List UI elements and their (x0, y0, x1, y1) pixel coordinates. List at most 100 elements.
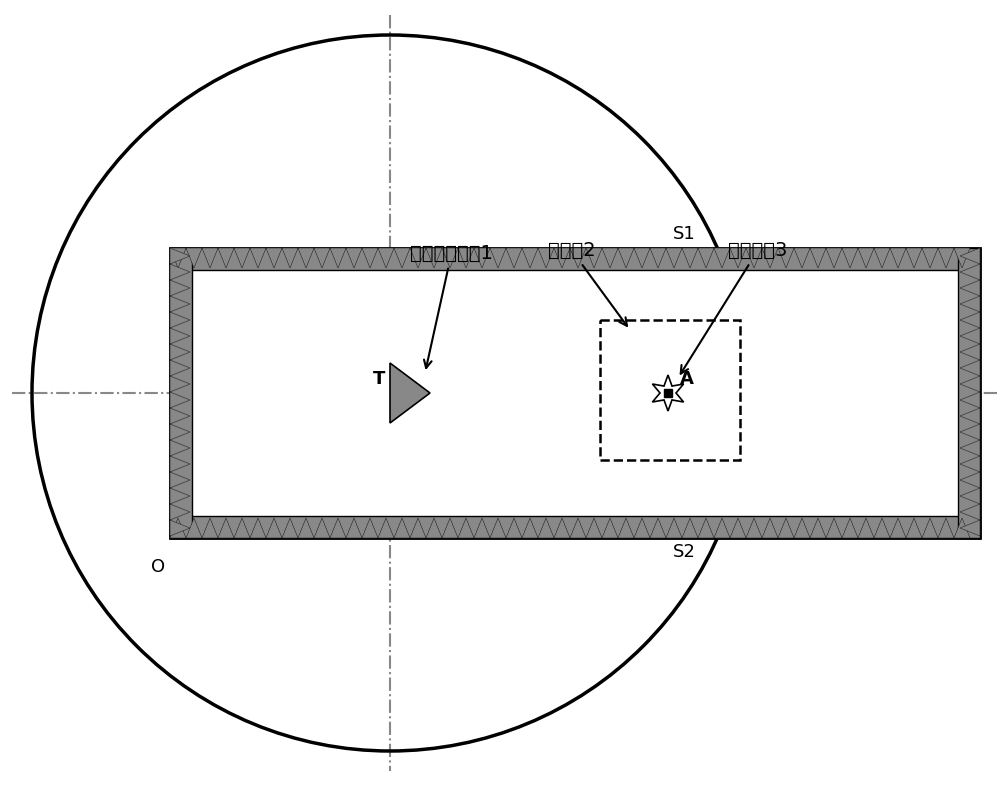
Polygon shape (218, 518, 234, 538)
Polygon shape (586, 518, 602, 538)
Polygon shape (762, 248, 778, 268)
Polygon shape (960, 440, 980, 456)
Polygon shape (652, 375, 684, 411)
Polygon shape (698, 248, 714, 268)
Polygon shape (170, 456, 190, 472)
Polygon shape (474, 248, 490, 268)
Polygon shape (410, 518, 426, 538)
Polygon shape (170, 264, 190, 280)
Polygon shape (570, 248, 586, 268)
Polygon shape (314, 248, 330, 268)
Polygon shape (682, 248, 698, 268)
Polygon shape (730, 518, 746, 538)
Polygon shape (698, 518, 714, 538)
Polygon shape (298, 518, 314, 538)
Polygon shape (170, 488, 190, 504)
Polygon shape (234, 518, 250, 538)
Polygon shape (746, 518, 762, 538)
Polygon shape (714, 248, 730, 268)
Polygon shape (186, 518, 202, 538)
Polygon shape (906, 518, 922, 538)
Polygon shape (858, 248, 874, 268)
Polygon shape (170, 520, 190, 536)
Polygon shape (874, 248, 890, 268)
Polygon shape (890, 248, 906, 268)
Polygon shape (170, 518, 186, 538)
Polygon shape (170, 376, 190, 392)
Polygon shape (506, 248, 522, 268)
Polygon shape (666, 518, 682, 538)
Polygon shape (170, 328, 190, 344)
Polygon shape (554, 518, 570, 538)
Bar (664, 389, 672, 397)
Bar (170, 516, 980, 538)
Bar (170, 248, 192, 538)
Polygon shape (746, 248, 762, 268)
Polygon shape (906, 248, 922, 268)
Bar (170, 248, 980, 538)
Polygon shape (282, 518, 298, 538)
Polygon shape (602, 248, 618, 268)
Polygon shape (170, 392, 190, 408)
Polygon shape (266, 248, 282, 268)
Polygon shape (762, 518, 778, 538)
Polygon shape (858, 518, 874, 538)
Polygon shape (634, 248, 650, 268)
Polygon shape (794, 248, 810, 268)
Text: 待测目标3: 待测目标3 (681, 241, 787, 374)
Polygon shape (960, 504, 980, 520)
Polygon shape (346, 518, 362, 538)
Polygon shape (960, 472, 980, 488)
Polygon shape (960, 424, 980, 440)
Text: S2: S2 (673, 543, 696, 561)
Polygon shape (266, 518, 282, 538)
Polygon shape (186, 248, 202, 268)
Polygon shape (170, 360, 190, 376)
Polygon shape (170, 424, 190, 440)
Polygon shape (426, 518, 442, 538)
Text: A: A (680, 370, 694, 388)
Polygon shape (890, 518, 906, 538)
Polygon shape (650, 248, 666, 268)
Polygon shape (378, 248, 394, 268)
Polygon shape (960, 520, 980, 536)
Polygon shape (170, 248, 190, 264)
Polygon shape (960, 456, 980, 472)
Polygon shape (960, 344, 980, 360)
Polygon shape (330, 518, 346, 538)
Polygon shape (682, 518, 698, 538)
Polygon shape (170, 344, 190, 360)
Polygon shape (922, 518, 938, 538)
Polygon shape (618, 248, 634, 268)
Polygon shape (394, 248, 410, 268)
Polygon shape (538, 518, 554, 538)
Polygon shape (250, 518, 266, 538)
Polygon shape (522, 248, 538, 268)
Polygon shape (960, 264, 980, 280)
Polygon shape (202, 518, 218, 538)
Polygon shape (570, 518, 586, 538)
Polygon shape (490, 248, 506, 268)
Text: 发射接收天线1: 发射接收天线1 (410, 244, 493, 368)
Polygon shape (390, 363, 430, 423)
Polygon shape (960, 376, 980, 392)
Polygon shape (362, 518, 378, 538)
Polygon shape (426, 248, 442, 268)
Polygon shape (458, 518, 474, 538)
Polygon shape (202, 248, 218, 268)
Polygon shape (874, 518, 890, 538)
Text: 测试区2: 测试区2 (548, 241, 627, 326)
Polygon shape (522, 518, 538, 538)
Bar (958, 248, 980, 538)
Polygon shape (602, 518, 618, 538)
Polygon shape (458, 248, 474, 268)
Polygon shape (842, 248, 858, 268)
Polygon shape (666, 248, 682, 268)
Polygon shape (954, 248, 970, 268)
Polygon shape (960, 408, 980, 424)
Polygon shape (474, 518, 490, 538)
Polygon shape (314, 518, 330, 538)
Polygon shape (960, 312, 980, 328)
Polygon shape (922, 248, 938, 268)
Polygon shape (960, 296, 980, 312)
